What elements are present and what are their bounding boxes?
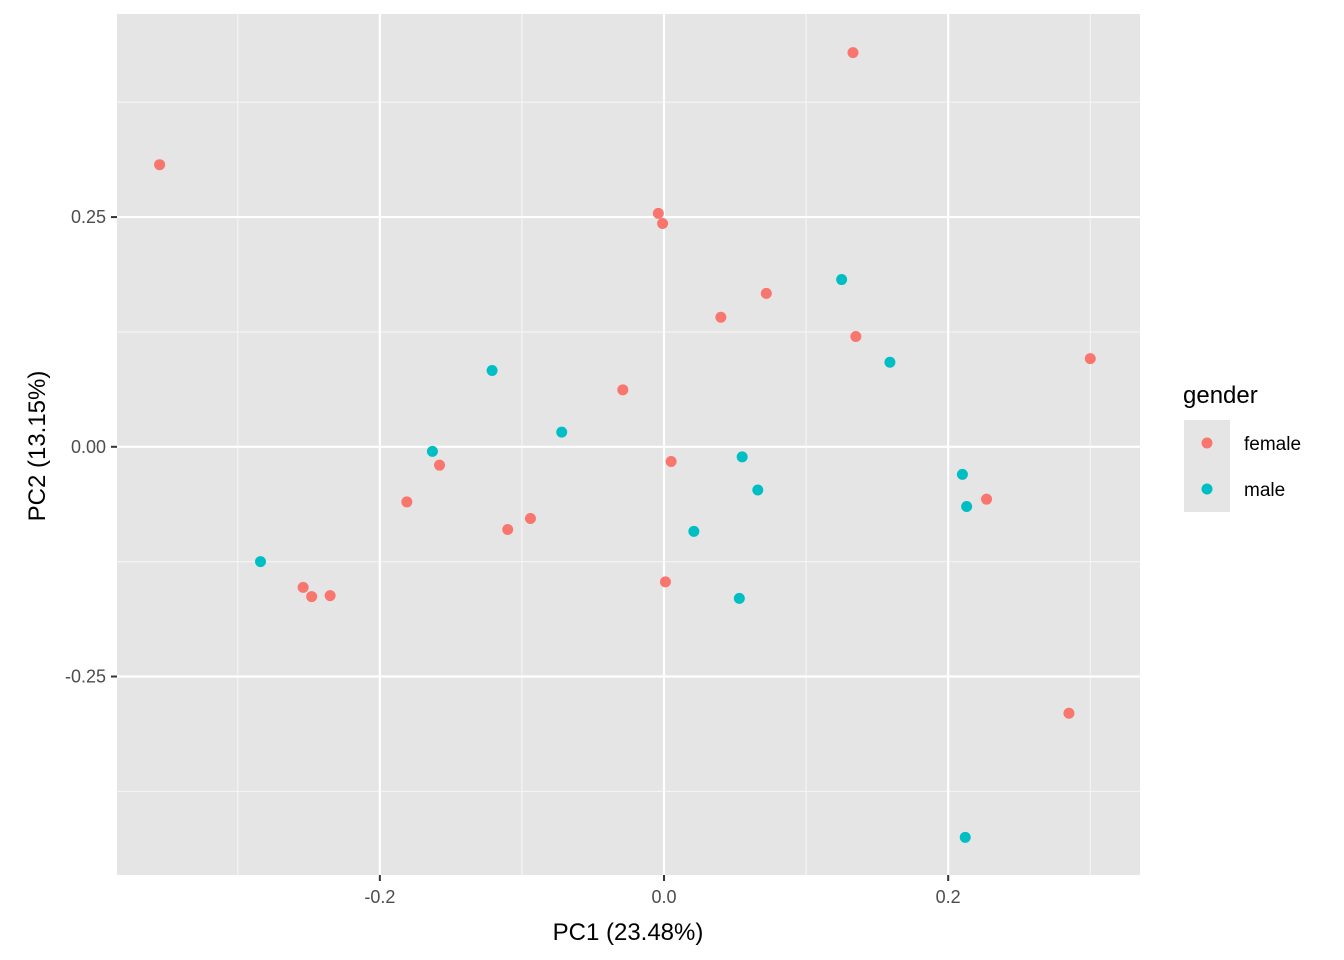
panel-background	[117, 14, 1140, 875]
point-male	[426, 445, 438, 457]
legend-title: gender	[1183, 382, 1258, 409]
point-male	[752, 484, 764, 496]
point-male	[733, 592, 745, 604]
point-male	[486, 365, 498, 377]
point-male	[884, 356, 896, 368]
point-female	[850, 331, 862, 343]
point-female	[657, 218, 669, 230]
x-axis-title: PC1 (23.48%)	[553, 919, 704, 946]
x-tick-label: 0.0	[652, 887, 677, 907]
point-female	[715, 311, 727, 323]
y-tick-label: 0.00	[71, 437, 106, 457]
point-male	[959, 831, 971, 843]
data-points	[154, 47, 1096, 843]
point-female	[981, 493, 993, 505]
legend: gender female male	[1183, 382, 1301, 512]
point-female	[665, 455, 677, 467]
legend-key-female	[1201, 437, 1213, 449]
point-female	[760, 287, 772, 299]
point-male	[956, 468, 968, 480]
y-tick-label: -0.25	[65, 667, 106, 687]
point-male	[688, 525, 700, 537]
x-axis-ticks: -0.2 0.0 0.2	[364, 875, 961, 907]
point-female	[434, 459, 446, 471]
legend-keys: female male	[1184, 420, 1301, 512]
x-tick-label: 0.2	[936, 887, 961, 907]
point-female	[154, 159, 166, 171]
point-female	[659, 576, 671, 588]
point-male	[556, 426, 568, 438]
point-male	[736, 451, 748, 463]
y-axis-title: PC2 (13.15%)	[24, 371, 51, 522]
point-female	[652, 207, 664, 219]
gridlines	[117, 14, 1140, 875]
point-female	[617, 384, 629, 396]
point-male	[836, 274, 848, 286]
point-female	[324, 590, 336, 602]
point-female	[502, 523, 514, 535]
x-tick-label: -0.2	[364, 887, 395, 907]
point-female	[306, 591, 318, 603]
point-female	[1063, 707, 1075, 719]
point-male	[255, 556, 267, 568]
point-female	[1084, 353, 1096, 365]
y-tick-label: 0.25	[71, 207, 106, 227]
point-female	[401, 496, 413, 508]
point-female	[847, 47, 859, 59]
legend-label-female: female	[1244, 434, 1301, 455]
legend-label-male: male	[1244, 480, 1285, 501]
point-male	[961, 501, 973, 513]
point-female	[297, 581, 309, 593]
legend-key-male	[1201, 483, 1213, 495]
point-female	[524, 512, 536, 524]
y-axis-ticks: -0.25 0.00 0.25	[65, 207, 117, 687]
